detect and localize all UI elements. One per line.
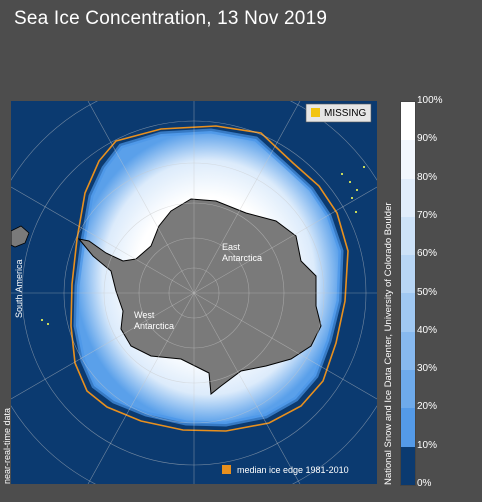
- sea-ice-map: East Antarctica West Antarctica MISSING me…: [0, 77, 410, 502]
- graticule: [0, 77, 410, 502]
- map-title: Sea Ice Concentration, 13 Nov 2019: [14, 8, 328, 29]
- near-real-time-label: near-real-time data: [2, 407, 12, 484]
- label-east-antarctica: East Antarctica: [222, 242, 262, 263]
- colorbar-segment: [401, 408, 415, 447]
- colorbar-tick-label: 90%: [417, 133, 438, 145]
- missing-legend: MISSING: [305, 103, 372, 123]
- colorbar-segment: [401, 293, 415, 332]
- colorbar: [400, 101, 416, 486]
- colorbar-segment: [401, 446, 415, 485]
- median-ice-edge: [70, 125, 349, 432]
- colorbar-tick-label: 100%: [417, 95, 443, 106]
- colorbar-segment: [401, 102, 415, 141]
- missing-label: MISSING: [324, 108, 366, 119]
- colorbar-tick-label: 10%: [417, 439, 438, 451]
- south-america-landmass: [10, 225, 30, 248]
- sub-antarctic-islands: [41, 166, 365, 325]
- nsidc-credit: National Snow and Ice Data Center, Unive…: [383, 202, 394, 485]
- colorbar-tick-label: 50%: [417, 286, 438, 298]
- median-legend: median ice edge 1981-2010: [222, 465, 349, 475]
- colorbar-tick-label: 80%: [417, 171, 438, 183]
- ice-edge-low: [73, 128, 344, 427]
- colorbar-segment: [401, 370, 415, 409]
- polar-stereographic-map: East Antarctica West Antarctica MISSING me…: [0, 77, 410, 502]
- colorbar-segment: [401, 140, 415, 179]
- label-west-antarctica: West Antarctica: [134, 310, 174, 331]
- colorbar-segment: [401, 216, 415, 256]
- colorbar-tick-label: 40%: [417, 324, 438, 336]
- colorbar-tick-label: 70%: [417, 209, 438, 221]
- colorbar-tick-label: 60%: [417, 248, 438, 260]
- colorbar-tick-label: 30%: [417, 363, 438, 375]
- colorbar-tick-label: 0%: [417, 478, 432, 489]
- colorbar-tick-label: 20%: [417, 401, 438, 413]
- median-label: median ice edge 1981-2010: [237, 465, 349, 475]
- colorbar-segment: [401, 255, 415, 294]
- colorbar-segment: [401, 178, 415, 217]
- south-america-label: South America: [14, 259, 24, 318]
- colorbar-segment: [401, 331, 415, 371]
